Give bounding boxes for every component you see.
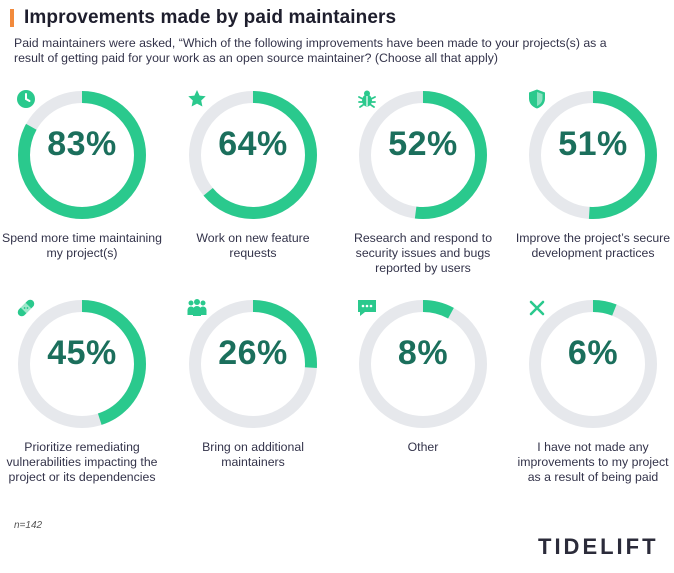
bandage-icon: [17, 299, 35, 317]
donut-ring: 45%: [2, 294, 162, 434]
donut-chart: [18, 91, 146, 219]
item-label: Other: [407, 440, 439, 454]
percent-value: 83%: [47, 125, 117, 163]
clock-icon: [17, 90, 35, 108]
shield-icon: [529, 89, 545, 109]
donut-chart: [189, 91, 317, 219]
donut-value-arc: [18, 300, 146, 428]
donut-value-arc: [18, 91, 146, 219]
percent-value: 26%: [218, 334, 288, 372]
sample-size-note: n=142: [14, 520, 43, 531]
donut-value-arc: [529, 300, 657, 428]
donut-value-arc: [359, 91, 487, 219]
donut-value-arc: [189, 91, 317, 219]
donut-ring: 83%: [2, 85, 162, 225]
item-label: I have not made any improvements to my p…: [517, 440, 669, 484]
tidelift-logo: TIDELIFT: [538, 534, 659, 559]
donut-value-arc: [359, 300, 487, 428]
item-label: Improve the project’s secure development…: [515, 231, 671, 260]
donut-chart: [359, 300, 487, 428]
title-accent-bar: [10, 9, 14, 27]
donut-value-arc: [529, 91, 657, 219]
donut-ring: 52%: [343, 85, 503, 225]
item-label: Spend more time maintaining my project(s…: [2, 231, 162, 260]
donut-ring: 51%: [513, 85, 673, 225]
donut-chart: [189, 300, 317, 428]
item-label: Research and respond to security issues …: [353, 231, 493, 275]
donut-chart: [529, 300, 657, 428]
x-icon: [529, 300, 545, 316]
chat-icon: [358, 300, 376, 316]
page-subtitle: Paid maintainers were asked, “Which of t…: [14, 36, 607, 65]
percent-value: 45%: [47, 334, 117, 372]
percent-value: 52%: [388, 125, 458, 163]
donut-ring: 8%: [343, 294, 503, 434]
percent-value: 51%: [558, 125, 628, 163]
page-title: Improvements made by paid maintainers: [24, 7, 397, 28]
item-label: Work on new feature requests: [196, 231, 310, 260]
title-row: Improvements made by paid maintainers: [10, 5, 396, 31]
bug-icon: [358, 90, 376, 108]
donut-chart: [359, 91, 487, 219]
people-icon: [187, 299, 207, 316]
donut-ring: 26%: [173, 294, 333, 434]
percent-value: 6%: [567, 334, 619, 372]
item-label: Prioritize remediating vulnerabilities i…: [6, 440, 158, 484]
star-icon: [188, 90, 206, 107]
donut-value-arc: [189, 300, 317, 428]
donut-chart: [18, 300, 146, 428]
percent-value: 64%: [218, 125, 288, 163]
donut-chart: [529, 91, 657, 219]
donut-ring: 6%: [513, 294, 673, 434]
item-label: Bring on additional maintainers: [202, 440, 304, 469]
donut-ring: 64%: [173, 85, 333, 225]
percent-value: 8%: [397, 334, 449, 372]
